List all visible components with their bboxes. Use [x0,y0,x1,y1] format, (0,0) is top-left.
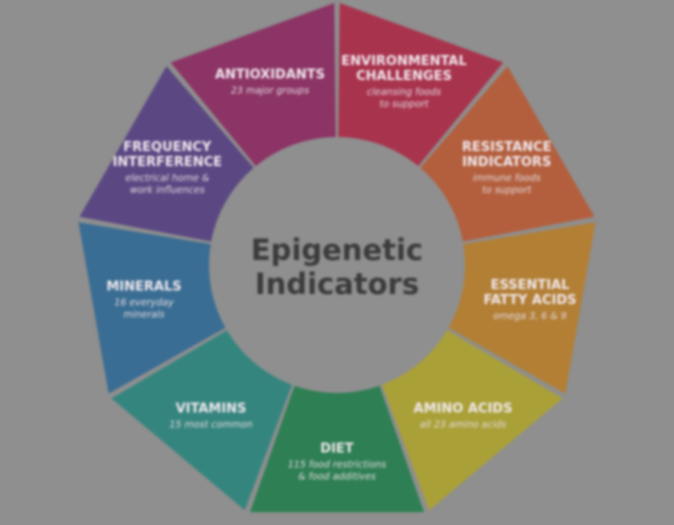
segment-subtitle: to support [379,99,429,110]
segment-title: ANTIOXIDANTS [215,67,325,82]
segment-subtitle: all 23 amino acids [420,420,507,431]
segment-7 [79,66,254,242]
segment-subtitle: work influences [130,185,205,196]
segment-title: DIET [320,442,354,457]
segment-title: INDICATORS [462,155,551,170]
segment-0 [338,3,504,167]
segment-subtitle: immune foods [473,173,541,184]
segment-2 [448,222,596,394]
segment-title: FATTY ACIDS [483,293,576,308]
segment-title: AMINO ACIDS [414,402,513,417]
segment-subtitle: omega 3, 6 & 9 [493,311,566,322]
segment-title: INTERFERENCE [113,155,222,170]
segment-subtitle: 115 food restrictions [288,460,387,471]
segment-subtitle: cleansing foods [367,87,441,98]
segment-subtitle: minerals [123,310,164,321]
segment-subtitle: 15 most common [169,420,252,431]
segment-title: ENVIRONMENTAL [341,54,467,69]
center-hub [209,137,465,393]
segment-5 [111,330,292,511]
segment-title: VITAMINS [176,402,247,417]
segment-6 [78,222,226,394]
segment-3 [382,330,563,511]
segment-title: CHALLENGES [356,69,452,84]
segment-subtitle: & food additives [298,472,376,483]
segment-subtitle: 23 major groups [231,85,309,96]
segment-title: FREQUENCY [123,140,212,155]
center-title-line1: Epigenetic [251,233,423,267]
segment-1 [420,66,595,242]
center-title-line2: Indicators [255,267,419,301]
segment-subtitle: electrical home & [125,173,209,184]
segment-8 [170,3,336,167]
segment-title: RESISTANCE [462,140,552,155]
segment-title: ESSENTIAL [491,278,570,293]
segment-title: MINERALS [106,280,181,295]
segment-subtitle: to support [482,185,532,196]
segments-layer [78,3,596,513]
segment-4 [250,385,424,513]
segment-subtitle: 16 everyday [114,298,174,309]
